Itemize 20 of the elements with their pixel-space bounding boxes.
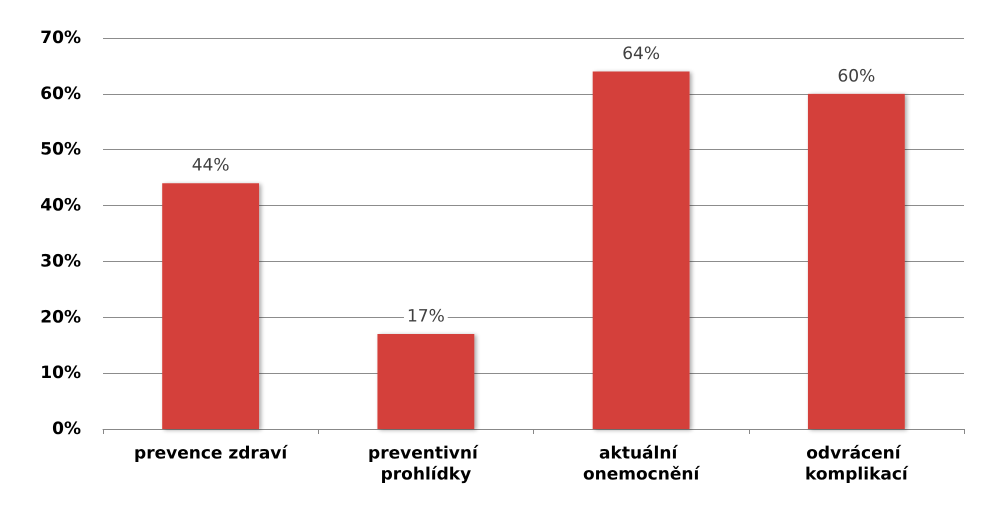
y-tick-label: 30% bbox=[40, 251, 81, 272]
data-label: 44% bbox=[192, 156, 230, 176]
bar bbox=[377, 334, 474, 429]
y-tick-label: 40% bbox=[40, 196, 81, 216]
y-tick-label: 50% bbox=[40, 140, 81, 160]
bar bbox=[162, 183, 260, 429]
data-label: 17% bbox=[406, 306, 445, 327]
y-tick-label: 60% bbox=[40, 84, 81, 104]
x-tick-label: prevence zdraví bbox=[134, 444, 288, 464]
data-label: 60% bbox=[837, 66, 876, 86]
x-tick-label: preventivní prohlídky bbox=[368, 444, 484, 484]
y-tick-label: 0% bbox=[52, 419, 81, 439]
x-tick-label: odvrácení komplikací bbox=[805, 444, 909, 484]
bar bbox=[808, 94, 905, 429]
y-tick-label: 10% bbox=[40, 363, 81, 384]
data-label: 64% bbox=[622, 44, 660, 64]
x-tick-label: aktuální onemocnění bbox=[582, 444, 700, 484]
y-tick-label: 20% bbox=[40, 307, 81, 328]
bar bbox=[592, 72, 690, 429]
y-tick-label: 70% bbox=[40, 28, 81, 48]
